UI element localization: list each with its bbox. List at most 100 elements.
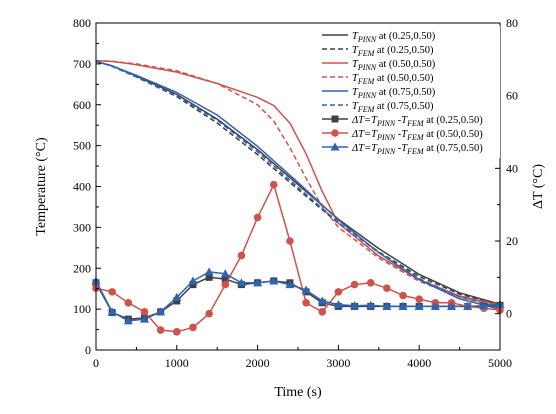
legend-label-part: PINN <box>376 147 396 156</box>
data-point <box>220 269 230 278</box>
legend-label-part: at (0.25,0.50) <box>424 115 484 126</box>
data-point <box>139 314 149 323</box>
legend-label-part: FEM <box>406 147 425 156</box>
legend-item: TPINN at (0.75,0.50) <box>322 87 436 100</box>
data-point <box>317 296 327 305</box>
legend-label: TPINN at (0.50,0.50) <box>352 59 436 72</box>
legend-background <box>320 26 500 158</box>
data-point <box>447 301 457 310</box>
legend-label-part: PINN <box>376 133 396 142</box>
data-point <box>108 288 116 296</box>
data-point <box>107 307 117 316</box>
legend-label: TFEM at (0.50,0.50) <box>352 73 434 86</box>
legend-item: TPINN at (0.25,0.50) <box>322 31 436 44</box>
data-point <box>221 275 229 283</box>
series-line <box>95 59 501 306</box>
legend-label-part: ΔT=T <box>351 143 378 154</box>
data-point <box>430 301 440 310</box>
data-point <box>269 180 278 189</box>
x-tick-label: 1000 <box>165 356 189 370</box>
data-point <box>236 278 246 287</box>
legend-label-part: PINN <box>376 119 396 128</box>
data-point <box>173 297 181 305</box>
y-left-tick-label: 0 <box>85 343 91 357</box>
series-line <box>95 271 501 322</box>
data-point <box>156 326 165 334</box>
data-point <box>189 281 197 289</box>
y-left-tick-label: 500 <box>73 139 91 153</box>
data-point <box>463 301 473 310</box>
legend-label-part: FEM <box>357 49 376 58</box>
legend-item: TFEM at (0.50,0.50) <box>322 73 434 86</box>
data-point <box>479 301 489 310</box>
y-right-tick-label: 0 <box>506 307 512 321</box>
y-right-tick-label: 40 <box>506 161 518 175</box>
x-axis-title: Time (s) <box>274 385 322 400</box>
data-point <box>414 301 424 310</box>
data-point <box>188 276 198 285</box>
y-left-axis-title: Temperature (°C) <box>34 137 49 236</box>
x-tick-label: 0 <box>93 356 99 370</box>
data-point <box>221 280 230 289</box>
series-8 <box>91 267 505 325</box>
legend-label-part: -T <box>395 143 408 154</box>
legend-label-part: T <box>352 31 359 42</box>
data-point <box>382 301 392 310</box>
y-left-tick-label: 400 <box>73 180 91 194</box>
legend-label-part: at (0.75,0.50) <box>424 143 484 154</box>
y-left-tick-label: 600 <box>73 98 91 112</box>
legend-label: TFEM at (0.25,0.50) <box>352 45 434 58</box>
y-left-tick-label: 700 <box>73 57 91 71</box>
data-point <box>172 292 182 301</box>
legend-label: ΔT=TPINN -TFEM at (0.75,0.50) <box>351 143 483 156</box>
data-point <box>237 251 246 260</box>
series-line <box>95 60 501 310</box>
legend-label-part: PINN <box>357 63 377 72</box>
legend-label-part: T <box>352 45 359 56</box>
data-point <box>366 278 375 287</box>
legend-label: ΔT=TPINN -TFEM at (0.25,0.50) <box>351 115 483 128</box>
legend-label: TPINN at (0.25,0.50) <box>352 31 436 44</box>
data-point <box>350 301 360 310</box>
legend-item: TFEM at (0.25,0.50) <box>322 45 434 58</box>
data-point <box>253 278 263 287</box>
data-point <box>302 298 310 307</box>
legend-label: TPINN at (0.75,0.50) <box>352 87 436 100</box>
legend-label-part: T <box>352 101 359 112</box>
series-7 <box>92 180 504 336</box>
x-tick-label: 3000 <box>326 356 350 370</box>
legend-label-part: at (0.25,0.50) <box>374 45 434 56</box>
y-left-tick-label: 300 <box>73 220 91 234</box>
data-point <box>156 307 166 316</box>
legend-label-part: ΔT=T <box>351 115 378 126</box>
data-point <box>383 284 391 293</box>
data-point <box>124 298 133 307</box>
data-point <box>318 308 327 316</box>
data-point <box>205 309 213 318</box>
legend-label: ΔT=TPINN -TFEM at (0.50,0.50) <box>351 129 483 142</box>
legend-label-part: FEM <box>357 77 376 86</box>
legend-label-part: ΔT=T <box>351 129 378 140</box>
y-right-axis-title: ΔT (°C) <box>531 164 546 209</box>
legend-label-part: at (0.50,0.50) <box>374 73 434 84</box>
data-point <box>398 301 408 310</box>
data-point <box>415 295 424 303</box>
legend-label-part: at (0.75,0.50) <box>376 87 436 98</box>
data-point <box>189 323 197 332</box>
y-left-tick-label: 800 <box>73 16 91 30</box>
y-right-tick-label: 80 <box>506 16 518 30</box>
legend-marker <box>330 142 340 151</box>
data-point <box>123 316 133 325</box>
data-point <box>366 300 376 309</box>
data-point <box>173 328 181 336</box>
legend-item: ΔT=TPINN -TFEM at (0.25,0.50) <box>322 115 483 128</box>
legend-label-part: T <box>352 59 359 70</box>
data-point <box>269 276 279 285</box>
data-point <box>204 267 214 276</box>
legend-item: ΔT=TPINN -TFEM at (0.50,0.50) <box>322 129 483 142</box>
series-2 <box>95 59 501 306</box>
legend-label-part: PINN <box>357 91 377 100</box>
y-left-tick-label: 100 <box>73 302 91 316</box>
legend-label-part: at (0.50,0.50) <box>376 59 436 70</box>
data-point <box>333 300 343 309</box>
